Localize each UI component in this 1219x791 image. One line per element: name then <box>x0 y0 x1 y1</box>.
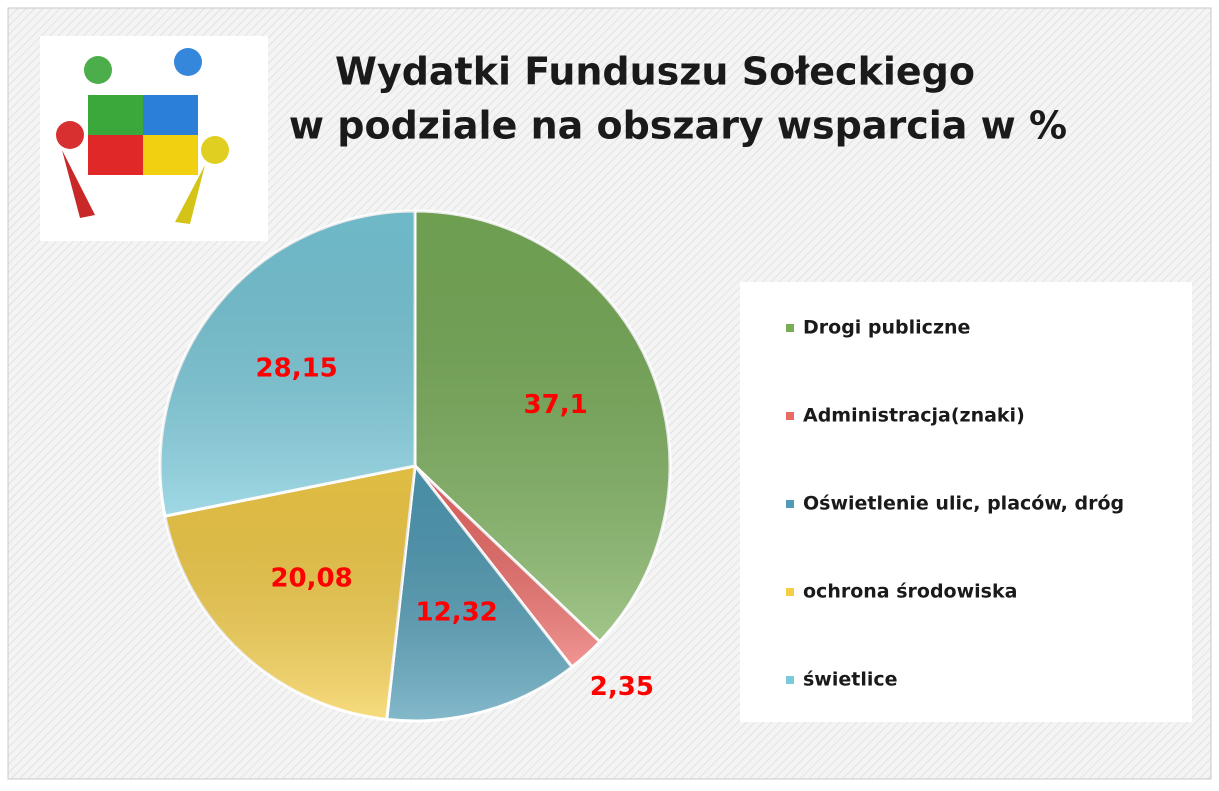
data-label: 28,15 <box>256 354 338 384</box>
legend-label: Drogi publiczne <box>803 317 970 339</box>
legend-label: Oświetlenie ulic, placów, dróg <box>803 493 1124 515</box>
legend-swatch <box>786 500 794 508</box>
data-label: 2,35 <box>590 672 654 702</box>
legend-label: Administracja(znaki) <box>803 405 1025 427</box>
legend-swatch <box>786 676 794 684</box>
chart-title: w podziale na obszary wsparcia w % <box>289 104 1067 148</box>
legend-swatch <box>786 588 794 596</box>
data-label: 37,1 <box>524 390 588 420</box>
clipart <box>40 36 268 241</box>
legend-swatch <box>786 324 794 332</box>
legend-label: świetlice <box>803 669 898 691</box>
data-label: 20,08 <box>270 563 352 593</box>
legend-label: ochrona środowiska <box>803 581 1017 603</box>
chart: Wydatki Funduszu Sołeckiego w podziale n… <box>0 0 1219 787</box>
data-label: 12,32 <box>416 598 498 628</box>
chart-title: Wydatki Funduszu Sołeckiego <box>335 50 975 94</box>
legend-swatch <box>786 412 794 420</box>
